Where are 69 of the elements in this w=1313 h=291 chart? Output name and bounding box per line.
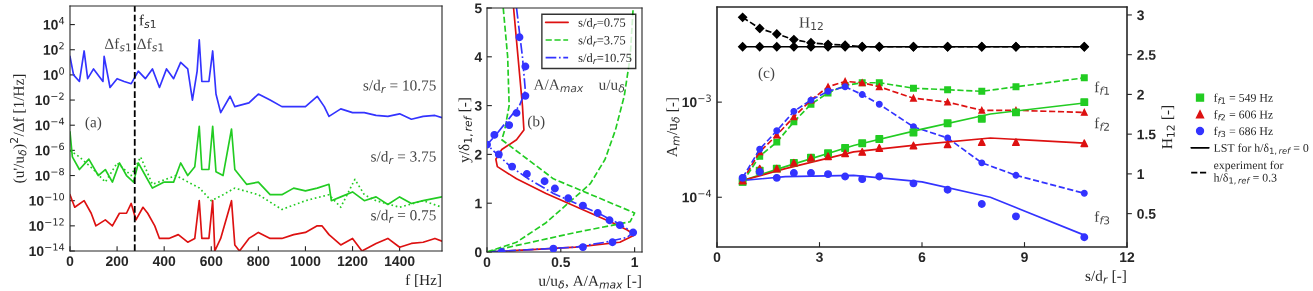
y-axis-title: A$_{m}$/u$_{δ}$ [-] bbox=[666, 98, 680, 157]
y2-tick-label: 2 bbox=[1137, 89, 1144, 100]
y-tick-label: 10$^{−12}$ bbox=[29, 218, 64, 231]
x-axis-title: f [Hz] bbox=[405, 274, 441, 288]
y2-axis-title: H$_{12}$ [-] bbox=[1161, 106, 1175, 149]
annotation: f$_{f1}$ bbox=[1094, 81, 1110, 95]
y2-tick-label: 3 bbox=[1137, 10, 1144, 21]
y-tick-label: 5 bbox=[474, 3, 482, 14]
x-tick-label: 800 bbox=[247, 256, 270, 267]
x-tick-label: 1 bbox=[631, 257, 639, 267]
x-tick-label: 1200 bbox=[337, 256, 368, 267]
annotation: Δf$_{s1}$ bbox=[137, 38, 164, 52]
annotation: f$_{f3}$ bbox=[1094, 211, 1110, 225]
annotation: f$_{f2}$ bbox=[1094, 117, 1109, 131]
legend-label: f$_{f1}$ = 549 Hz bbox=[1213, 93, 1273, 104]
y-tick-label: 10$^{−10}$ bbox=[29, 193, 65, 206]
y-tick-label: 10$^{−3}$ bbox=[682, 94, 711, 108]
y-axis-title: y/δ$_{1,ref}$ [-] bbox=[458, 98, 473, 163]
x-axis-title: s/d$_{r}$ [-] bbox=[1085, 270, 1126, 284]
y-axis-title: (u'/u$_{δ}$)$^{2}$/Δf [1/Hz] bbox=[9, 74, 27, 183]
legend-label: s/d$_{r}$=0.75 bbox=[578, 18, 626, 29]
x-axis-title: u/u$_{δ}$, A/A$_{max}$ [-] bbox=[538, 275, 641, 289]
legend-label: f$_{f2}$ = 606 Hz bbox=[1213, 110, 1273, 121]
legend-label: experiment for h/δ$_{1,ref}$ = 0.3 bbox=[1213, 160, 1284, 185]
y-tick-label: 4 bbox=[474, 52, 483, 62]
legend-label: s/d$_{r}$=3.75 bbox=[578, 35, 626, 47]
x-tick-label: 0.5 bbox=[551, 257, 571, 268]
y-tick-label: 2 bbox=[474, 149, 482, 160]
y2-tick-label: 1 bbox=[1137, 169, 1145, 179]
x-tick-label: 0 bbox=[713, 252, 721, 263]
y-tick-label: 10$^{−4}$ bbox=[682, 189, 712, 203]
x-tick-label: 400 bbox=[152, 256, 176, 267]
annotation: (a) bbox=[85, 116, 102, 131]
y-tick-label: 10$^{0}$ bbox=[43, 67, 65, 80]
y-tick-label: 1 bbox=[475, 198, 482, 209]
y-tick-label: 10$^{−2}$ bbox=[35, 92, 64, 106]
x-tick-label: 12 bbox=[1120, 252, 1135, 262]
y-tick-label: 10$^{2}$ bbox=[43, 42, 64, 55]
legend-label: s/d$_{r}$=10.75 bbox=[578, 53, 632, 65]
x-tick-label: 200 bbox=[105, 256, 129, 267]
x-tick-label: 600 bbox=[200, 256, 223, 267]
annotation: s/d$_{r}$ = 10.75 bbox=[363, 79, 436, 93]
y-tick-label: 10$^{−4}$ bbox=[35, 117, 65, 131]
annotation: (b) bbox=[527, 115, 545, 130]
annotation: u/u$_{δ}$ bbox=[598, 79, 625, 93]
x-tick-label: 3 bbox=[815, 252, 823, 263]
y-tick-label: 10$^{−6}$ bbox=[35, 142, 65, 156]
annotation: A/A$_{max}$ bbox=[533, 79, 584, 93]
annotation: s/d$_{r}$ = 0.75 bbox=[371, 209, 436, 223]
y-tick-label: 10$^{−8}$ bbox=[35, 167, 64, 181]
y-tick-label: 3 bbox=[474, 100, 482, 111]
legend-label: LST for h/δ$_{1,ref}$ = 0 bbox=[1213, 143, 1309, 155]
x-tick-label: 0 bbox=[66, 256, 74, 267]
x-tick-label: 6 bbox=[918, 252, 926, 263]
y2-tick-label: 1.5 bbox=[1137, 129, 1156, 140]
annotation: (c) bbox=[758, 67, 775, 82]
annotation: s/d$_{r}$ = 3.75 bbox=[371, 150, 436, 164]
legend-label: f$_{f3}$ = 686 Hz bbox=[1213, 126, 1273, 138]
x-tick-label: 9 bbox=[1021, 252, 1028, 263]
y2-tick-label: 0.5 bbox=[1137, 208, 1156, 219]
annotation: Δf$_{s1}$ bbox=[104, 38, 131, 52]
ref-line-label: f$_{s1}$ bbox=[139, 14, 156, 29]
annotation: H$_{12}$ bbox=[799, 17, 823, 30]
y2-tick-label: 2.5 bbox=[1137, 50, 1156, 60]
x-tick-label: 1000 bbox=[290, 256, 321, 267]
x-tick-label: 1400 bbox=[385, 256, 415, 267]
x-tick-label: 0 bbox=[483, 257, 491, 268]
y-tick-label: 10$^{4}$ bbox=[43, 17, 65, 30]
y-tick-label: 10$^{−14}$ bbox=[29, 243, 65, 257]
